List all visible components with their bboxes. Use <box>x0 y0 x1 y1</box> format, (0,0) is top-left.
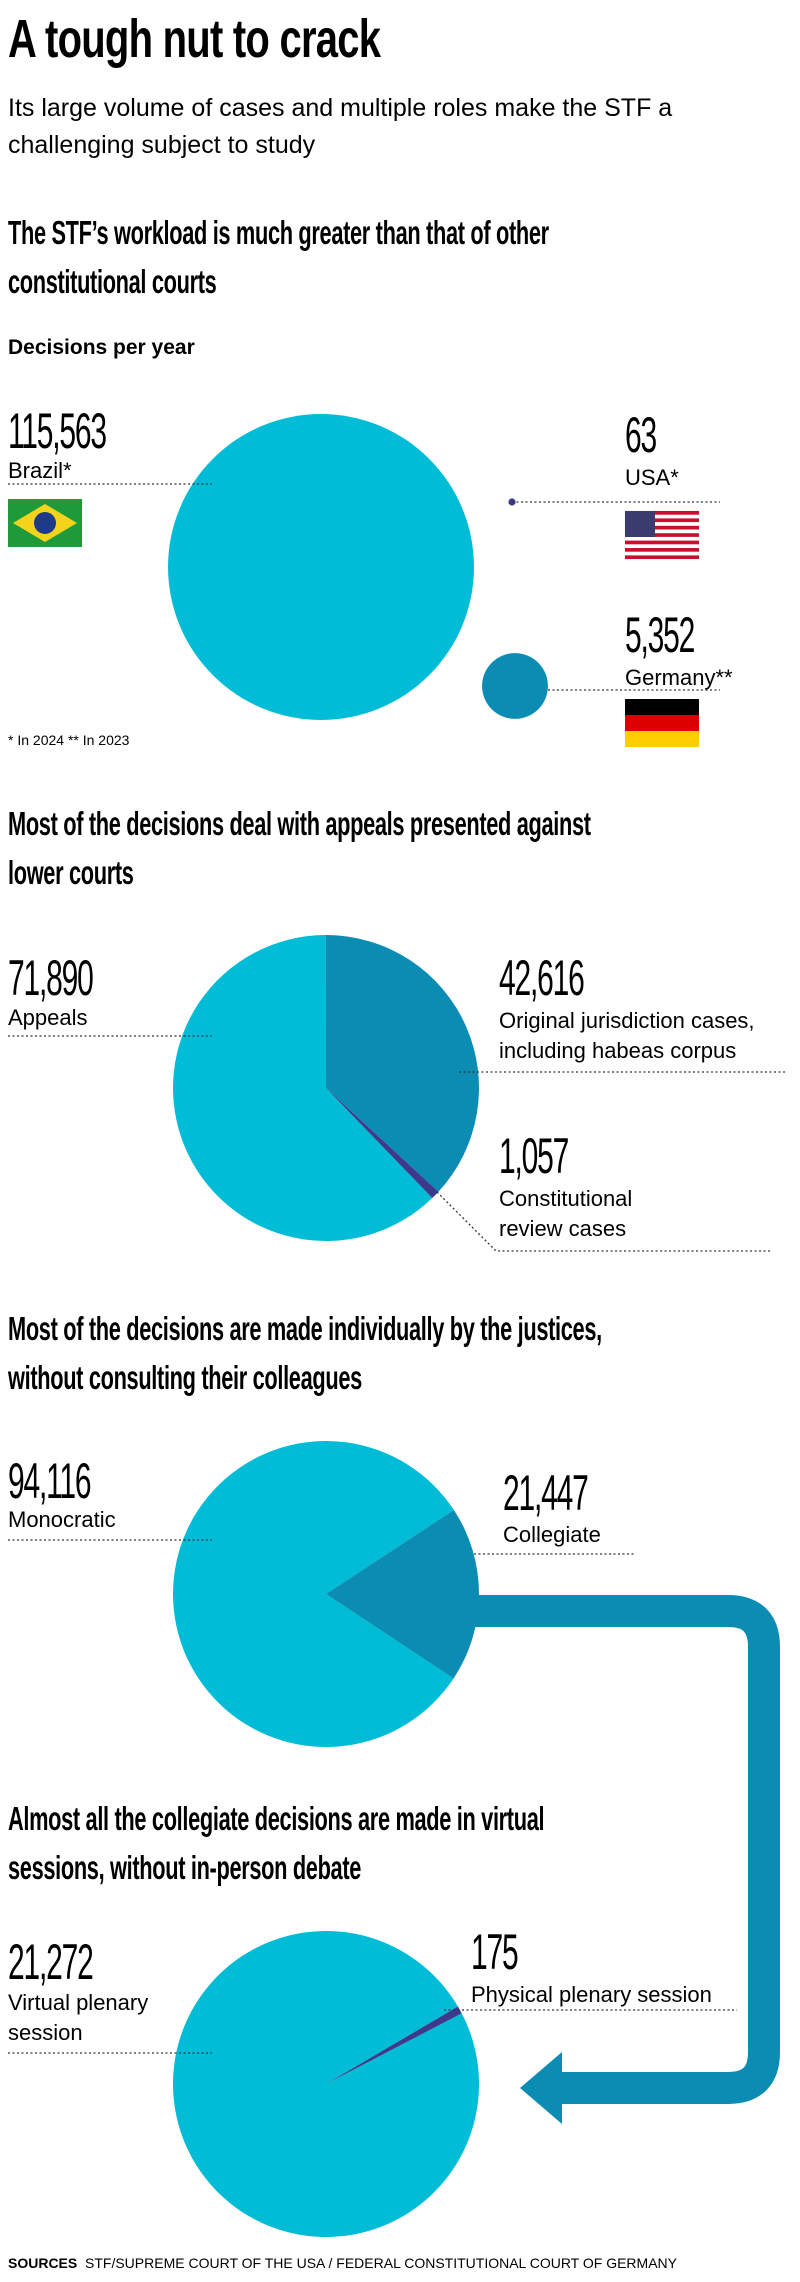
value-label: 175 <box>471 1924 519 1980</box>
category-label: USA* <box>625 465 679 490</box>
flag-usa <box>624 510 700 560</box>
sources-label: SOURCES <box>8 2255 78 2271</box>
category-label: Monocratic <box>8 1507 116 1532</box>
category-label: Virtual plenary session <box>8 1990 149 2045</box>
chart-title: Most of the decisions are made individua… <box>8 1310 602 1396</box>
footnote: * In 2024 ** In 2023 <box>8 732 130 748</box>
chart-title: Most of the decisions deal with appeals … <box>8 805 591 891</box>
leader-line <box>436 1191 770 1252</box>
category-label: Constitutional review cases <box>499 1186 633 1241</box>
value-label: 71,890 <box>8 950 94 1006</box>
chart-subtitle: Decisions per year <box>8 336 195 359</box>
pie-slice <box>173 935 433 1241</box>
category-label: Original jurisdiction cases, including h… <box>499 1008 755 1063</box>
category-label: Physical plenary session <box>471 1982 712 2007</box>
page-title: A tough nut to crack <box>8 9 381 69</box>
pie-slice <box>326 1509 480 1679</box>
value-label: 21,272 <box>8 1934 94 1990</box>
chart-title: Almost all the collegiate decisions are … <box>8 1800 545 1886</box>
sources: SOURCES STF/SUPREME COURT OF THE USA / F… <box>8 2255 677 2271</box>
pie-slice <box>326 1088 439 1199</box>
pie-slice <box>173 1441 454 1747</box>
category-label: Collegiate <box>503 1522 601 1547</box>
pie-slice <box>326 2006 462 2084</box>
flag-brazil <box>8 499 82 547</box>
category-label: Appeals <box>8 1005 88 1030</box>
value-label: 115,563 <box>8 403 107 459</box>
bubble <box>168 414 474 720</box>
pie-slice <box>325 935 480 1192</box>
value-label: 1,057 <box>499 1128 569 1184</box>
sources-text: STF/SUPREME COURT OF THE USA / FEDERAL C… <box>85 2255 677 2271</box>
arrow-head <box>520 2052 562 2124</box>
page-subtitle: Its large volume of cases and multiple r… <box>8 94 673 159</box>
bubble <box>482 653 548 719</box>
category-label: Germany** <box>625 665 733 690</box>
value-label: 5,352 <box>625 607 695 663</box>
pie-slice <box>173 1931 480 2238</box>
value-label: 63 <box>625 407 657 463</box>
value-label: 94,116 <box>8 1453 92 1509</box>
flow-arrow <box>460 1595 780 2104</box>
flag-germany <box>625 699 699 747</box>
chart-title: The STF’s workload is much greater than … <box>8 214 549 300</box>
category-label: Brazil* <box>8 458 72 483</box>
value-label: 21,447 <box>503 1465 589 1521</box>
value-label: 42,616 <box>499 950 585 1006</box>
